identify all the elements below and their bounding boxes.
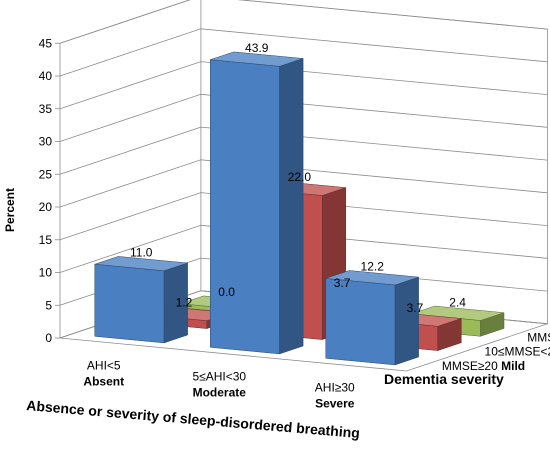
depth-tick-range: MMSE≥20 xyxy=(442,359,501,373)
depth-tick-range: 10≤MMSE<20 xyxy=(485,345,550,359)
bar-mild-absent xyxy=(94,256,188,344)
data-label: 22.0 xyxy=(288,170,312,184)
gridline xyxy=(59,159,548,208)
gridline xyxy=(59,93,548,142)
bar-side-face xyxy=(394,276,419,366)
gridline xyxy=(59,192,548,241)
bar-side-face xyxy=(279,58,304,355)
x-tick-sublabel: Severe xyxy=(315,397,355,411)
y-tick-label: 20 xyxy=(39,200,53,214)
depth-tick-label: 10≤MMSE<20 Moderate xyxy=(485,345,550,359)
bar-front-face xyxy=(94,263,165,344)
data-label: 1.2 xyxy=(176,295,193,309)
y-tick-label: 40 xyxy=(39,69,53,83)
data-label: 11.0 xyxy=(130,246,153,260)
gridline xyxy=(59,224,548,273)
data-label: 3.7 xyxy=(334,276,351,290)
depth-tick-label: MMSE<10 Severe xyxy=(527,330,550,344)
bar-top-face xyxy=(325,270,419,286)
x-tick-label: AHI≥30 xyxy=(315,381,355,395)
y-tick-label: 5 xyxy=(45,298,52,312)
y-tick-label: 15 xyxy=(39,233,53,247)
bar-top-face xyxy=(210,51,304,67)
data-label: 3.7 xyxy=(407,301,424,315)
depth-tick-label: MMSE≥20 Mild xyxy=(442,359,525,373)
y-tick-label: 45 xyxy=(39,36,53,50)
gridline xyxy=(59,61,548,110)
data-label: 2.4 xyxy=(449,295,466,309)
depth-axis-label: Dementia severity xyxy=(384,371,504,387)
x-tick-sublabel: Absent xyxy=(83,375,124,389)
y-tick-label: 0 xyxy=(45,331,52,345)
data-label: 12.2 xyxy=(361,260,385,274)
gridline xyxy=(59,126,548,175)
bar-top-face xyxy=(94,256,188,272)
depth-tick-name: Mild xyxy=(501,359,525,373)
data-label: 0.0 xyxy=(218,285,235,299)
gridline xyxy=(59,28,548,77)
bar-front-face xyxy=(325,278,396,366)
x-tick-label: AHI<5 xyxy=(87,359,121,373)
bar-mild-moderate xyxy=(210,51,304,355)
data-label: 43.9 xyxy=(245,41,269,55)
y-tick-label: 30 xyxy=(39,135,53,149)
y-tick-label: 10 xyxy=(39,266,53,280)
y-tick-label: 25 xyxy=(39,167,53,181)
x-axis-label: Absence or severity of sleep-disordered … xyxy=(26,397,361,441)
bar-front-face xyxy=(210,59,280,355)
y-tick-label: 35 xyxy=(39,102,53,116)
gridline xyxy=(59,0,548,44)
x-tick-sublabel: Moderate xyxy=(193,386,247,400)
bar-mild-severe xyxy=(325,270,419,366)
y-axis-label: Percent xyxy=(3,188,17,232)
depth-tick-range: MMSE<10 xyxy=(527,330,550,344)
x-tick-label: 5≤AHI<30 xyxy=(192,370,246,384)
